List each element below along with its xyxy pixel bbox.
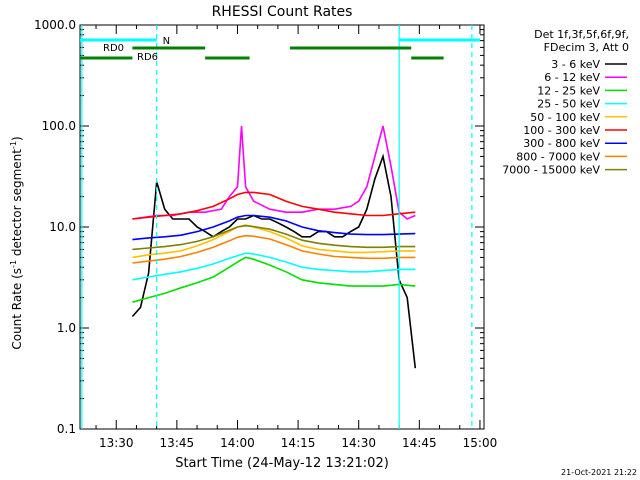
- y-tick-label: 0.1: [57, 422, 76, 436]
- y-axis-label-sup1: -1: [9, 260, 18, 268]
- RD6-label: RD6: [137, 52, 158, 63]
- legend-label: 7000 - 15000 keV: [502, 164, 600, 177]
- x-tick-label: 14:45: [402, 436, 437, 450]
- legend-label: 12 - 25 keV: [537, 84, 600, 97]
- series-line-6: [132, 214, 416, 241]
- legend-label: 6 - 12 keV: [544, 71, 600, 84]
- y-tick-label: 100.0: [42, 119, 76, 133]
- legend-header-2: FDecim 3, Att 0: [544, 41, 629, 54]
- y-axis-label-end: ): [10, 136, 24, 141]
- legend-label: 25 - 50 keV: [537, 98, 600, 111]
- legend-label: 100 - 300 keV: [523, 124, 600, 137]
- y-axis-label-mid: detector segment: [10, 149, 24, 260]
- series-line-1: [132, 125, 416, 220]
- y-tick-label: 1.0: [57, 321, 76, 335]
- legend-label: 50 - 100 keV: [530, 111, 600, 124]
- x-tick-label: 13:45: [160, 436, 195, 450]
- legend-label: 300 - 800 keV: [523, 137, 600, 150]
- N-label: N: [163, 36, 170, 47]
- series-line-3: [132, 252, 416, 281]
- series-line-2: [132, 256, 416, 303]
- y-axis-label-main: Count Rate (s: [10, 268, 24, 350]
- legend-header-1: Det 1f,3f,5f,6f,9f,: [534, 28, 629, 41]
- y-tick-label: 1000.0: [34, 18, 76, 32]
- series-line-7: [132, 234, 416, 264]
- y-axis-label: Count Rate (s-1 detector segment-1): [9, 136, 24, 349]
- series-line-0: [131, 153, 417, 369]
- y-tick-label: 10.0: [49, 220, 76, 234]
- RD0-label: RD0: [103, 43, 124, 54]
- x-tick-label: 14:00: [220, 436, 255, 450]
- series-line-4: [132, 224, 416, 259]
- x-tick-label: 15:00: [463, 436, 498, 450]
- x-tick-label: 14:30: [341, 436, 376, 450]
- x-tick-label: 14:15: [281, 436, 316, 450]
- x-axis-label: Start Time (24-May-12 13:21:02): [175, 456, 389, 471]
- chart-title: RHESSI Count Rates: [212, 4, 353, 20]
- legend-label: 3 - 6 keV: [551, 58, 600, 71]
- generated-timestamp: 21-Oct-2021 21:22: [561, 468, 637, 477]
- series-line-5: [132, 191, 416, 220]
- x-tick-label: 13:30: [99, 436, 134, 450]
- series-line-8: [132, 224, 416, 251]
- legend: Det 1f,3f,5f,6f,9f, FDecim 3, Att 0 3 - …: [502, 28, 629, 177]
- plot-area: 0.1 1.0 10.0 100.0 1000.0 13:30 13:45 14:00 14:1…: [34, 18, 497, 450]
- legend-label: 800 - 7000 keV: [516, 150, 600, 163]
- y-axis-label-sup2: -1: [9, 141, 18, 149]
